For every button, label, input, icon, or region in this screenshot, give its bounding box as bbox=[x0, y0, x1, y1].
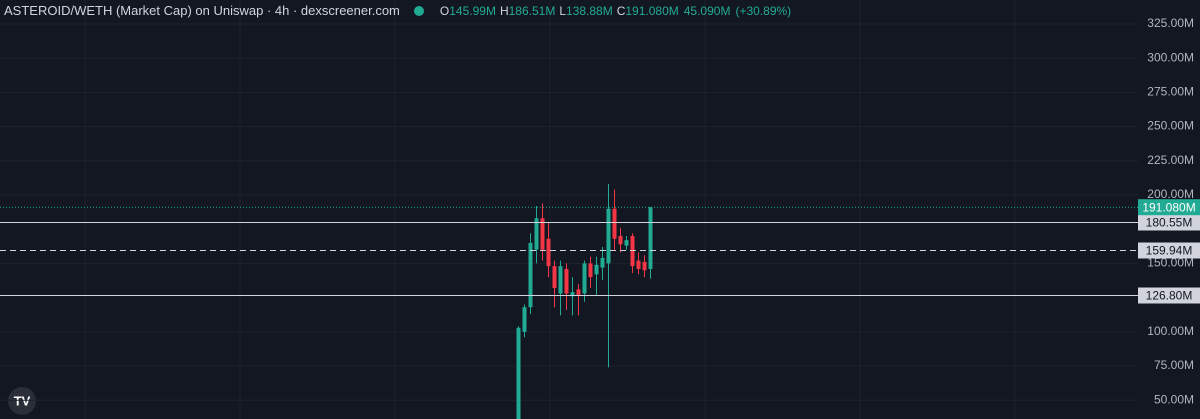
header: ASTEROID/WETH (Market Cap) on Uniswap · … bbox=[4, 3, 791, 18]
candle-body bbox=[648, 207, 653, 269]
last-price-box bbox=[1138, 199, 1200, 216]
candle-body bbox=[528, 242, 533, 308]
candle-body bbox=[546, 238, 551, 267]
price-label-box bbox=[1138, 214, 1200, 231]
candle-body bbox=[570, 292, 575, 297]
candle-body bbox=[522, 307, 527, 332]
last-price-label: 191.080M bbox=[1142, 200, 1195, 214]
change-percent: (+30.89%) bbox=[735, 3, 792, 18]
candle-body bbox=[612, 208, 617, 239]
vertical-grid bbox=[84, 0, 1016, 419]
ohlc-letter: H bbox=[499, 3, 509, 18]
status-dot bbox=[413, 5, 424, 16]
ohlc-value: 145.99M bbox=[449, 3, 496, 18]
y-tick-label: 100.00M bbox=[1147, 324, 1194, 338]
candle-body bbox=[540, 218, 545, 250]
price-label: 180.55M bbox=[1146, 216, 1193, 230]
tv-logo: TV bbox=[8, 387, 36, 415]
y-tick-label: 150.00M bbox=[1147, 256, 1194, 270]
candle-body bbox=[600, 257, 605, 268]
ohlc-legend: O145.99M H186.51M L138.88M C191.080M 45.090M… bbox=[440, 4, 791, 18]
y-tick-label: 325.00M bbox=[1147, 16, 1194, 30]
y-tick-label: 275.00M bbox=[1147, 85, 1194, 99]
change-value: 45.090M bbox=[683, 3, 731, 18]
candle-body bbox=[534, 218, 539, 250]
y-tick-label: 300.00M bbox=[1147, 50, 1194, 64]
candle-body bbox=[552, 266, 557, 289]
y-tick-label: 75.00M bbox=[1154, 358, 1194, 372]
ohlc-value: 191.080M bbox=[625, 3, 679, 18]
ohlc-letter: C bbox=[616, 3, 626, 18]
candle-body bbox=[594, 264, 599, 275]
candle-body bbox=[588, 263, 593, 278]
candle-body bbox=[642, 262, 647, 271]
candle-body bbox=[564, 268, 569, 294]
candle-body bbox=[618, 236, 623, 245]
plot bbox=[516, 184, 653, 419]
y-tick-label: 50.00M bbox=[1154, 392, 1194, 406]
price-label: 126.80M bbox=[1146, 289, 1193, 303]
ohlc-letter: L bbox=[559, 3, 566, 18]
candle-body bbox=[558, 266, 563, 294]
svg-text:TV: TV bbox=[14, 393, 31, 408]
chart-title: ASTEROID/WETH (Market Cap) on Uniswap · … bbox=[4, 3, 400, 18]
candle-body bbox=[630, 236, 635, 267]
candle-body bbox=[576, 289, 581, 295]
ohlc-letter: O bbox=[439, 3, 450, 18]
y-tick-label: 225.00M bbox=[1147, 153, 1194, 167]
price-label-box bbox=[1138, 242, 1200, 259]
ohlc-value: 186.51M bbox=[508, 3, 556, 18]
price-label: 159.94M bbox=[1146, 244, 1193, 258]
candle-body bbox=[582, 263, 587, 294]
ohlc-value: 138.88M bbox=[566, 3, 613, 18]
candle-body bbox=[606, 208, 611, 264]
candle-body bbox=[636, 260, 641, 269]
price-label-box bbox=[1138, 287, 1200, 304]
y-tick-label: 200.00M bbox=[1147, 187, 1194, 201]
y-tick-label: 250.00M bbox=[1147, 119, 1194, 133]
candle-body bbox=[516, 327, 521, 419]
candle-body bbox=[624, 240, 629, 246]
